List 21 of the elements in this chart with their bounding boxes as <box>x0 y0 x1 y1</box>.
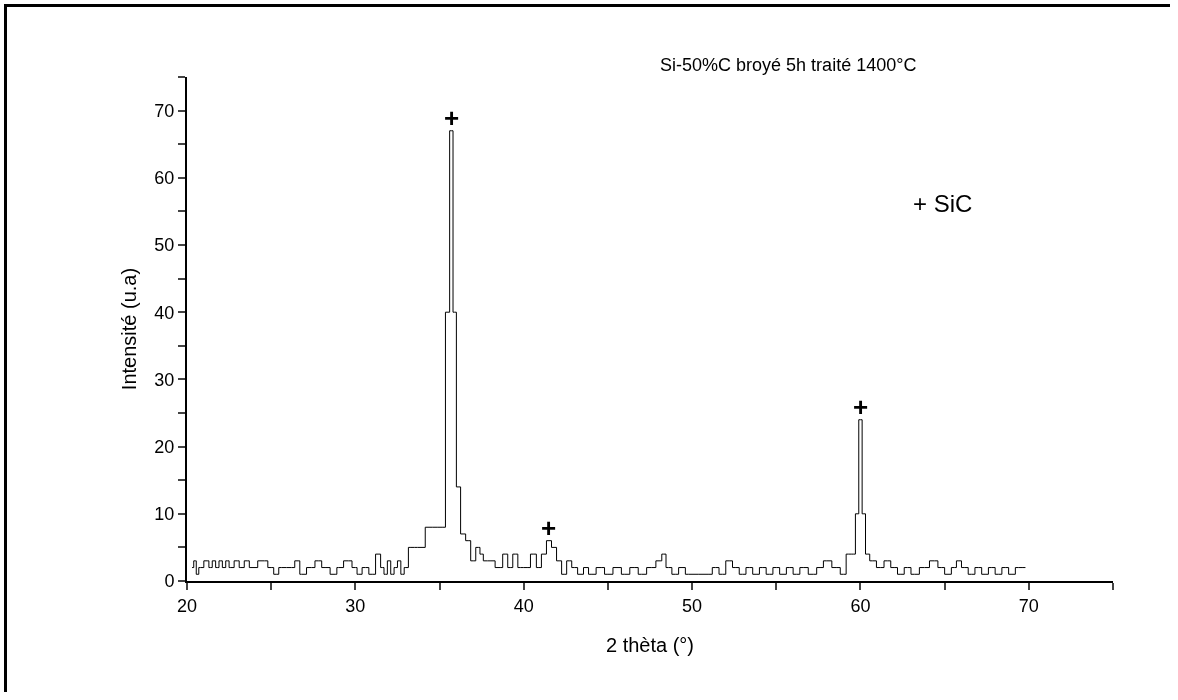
y-tick-label: 60 <box>154 168 175 189</box>
annotation: + <box>853 392 869 422</box>
annotation: + <box>541 513 557 543</box>
y-tick-label: 40 <box>154 302 175 323</box>
chart-title: Si-50%C broyé 5h traité 1400°C <box>660 55 917 76</box>
x-axis-title: 2 thèta (°) <box>605 634 695 656</box>
y-tick-label: 0 <box>164 571 175 592</box>
x-tick-label: 50 <box>682 595 703 616</box>
annotation: + SiC <box>913 190 973 217</box>
y-tick-label: 10 <box>154 504 175 525</box>
y-tick-label: 20 <box>154 436 175 457</box>
x-tick-label: 30 <box>345 595 366 616</box>
x-tick-label: 60 <box>850 595 871 616</box>
y-axis-title: Intensité (u.a) <box>118 267 140 391</box>
x-tick-label: 20 <box>176 595 198 616</box>
y-tick-label: 50 <box>154 235 175 256</box>
y-tick-label: 30 <box>154 369 175 390</box>
x-tick-label: 70 <box>1018 595 1039 616</box>
annotation: + <box>444 103 460 133</box>
x-tick-label: 40 <box>513 595 534 616</box>
y-tick-label: 70 <box>154 100 175 121</box>
